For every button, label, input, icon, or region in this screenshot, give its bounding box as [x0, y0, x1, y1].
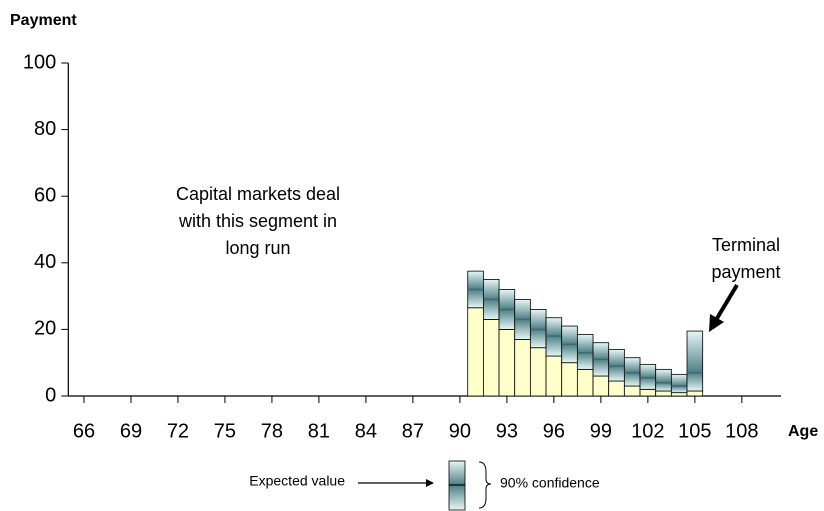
annotation-arrowhead: [709, 314, 724, 332]
legend-confidence-label: 90% confidence: [500, 475, 600, 491]
confidence-lower: [514, 319, 531, 340]
confidence-upper: [529, 309, 547, 330]
x-tick-label: 96: [543, 420, 565, 442]
confidence-lower: [592, 358, 610, 377]
lower-bar: [592, 375, 610, 397]
x-tick-label: 90: [449, 420, 471, 442]
confidence-lower: [545, 335, 563, 357]
x-tick-label: 72: [167, 420, 189, 442]
confidence-upper: [623, 357, 641, 374]
confidence-upper: [514, 299, 531, 320]
x-tick-label: 105: [678, 420, 711, 442]
confidence-lower: [467, 289, 484, 309]
lower-bar: [655, 390, 672, 397]
confidence-upper: [639, 363, 657, 379]
lower-bar: [670, 392, 688, 397]
confidence-lower: [608, 365, 625, 382]
confidence-lower: [482, 299, 500, 320]
confidence-upper: [592, 342, 610, 360]
lower-bar: [498, 328, 516, 397]
x-axis-label: Age: [788, 423, 818, 440]
x-tick-label: 84: [355, 420, 377, 442]
confidence-upper: [576, 333, 594, 354]
legend-brace: [478, 461, 492, 509]
y-tick-label: 80: [34, 118, 56, 140]
lower-bar: [623, 385, 641, 397]
y-tick-label: 20: [34, 318, 56, 340]
x-tick-label: 78: [261, 420, 283, 442]
confidence-lower: [576, 352, 594, 370]
lower-bar: [561, 362, 578, 397]
confidence-upper: [498, 289, 516, 310]
confidence-lower: [623, 372, 641, 387]
annotation: with this segment in: [178, 211, 337, 231]
lower-bar: [639, 388, 657, 397]
confidence-upper: [561, 325, 578, 345]
legend-arrowhead: [426, 479, 434, 487]
x-tick-label: 75: [214, 420, 236, 442]
annotation: long run: [225, 238, 290, 258]
confidence-upper: [655, 368, 672, 384]
annotation: Capital markets deal: [176, 184, 340, 204]
confidence-lower: [670, 385, 688, 394]
annotation: payment: [711, 262, 780, 282]
lower-bar: [686, 390, 704, 397]
legend: Expected value 90% confidence: [249, 460, 600, 511]
confidence-upper: [670, 373, 688, 387]
confidence-lower: [639, 377, 657, 390]
lower-bar: [608, 380, 625, 397]
x-tick-label: 93: [496, 420, 518, 442]
confidence-lower: [655, 382, 672, 392]
confidence-upper: [482, 279, 500, 300]
legend-band-upper: [448, 460, 466, 486]
confidence-upper: [545, 317, 563, 337]
x-tick-label: 87: [402, 420, 424, 442]
x-tick-label: 99: [590, 420, 612, 442]
y-tick-label: 0: [45, 384, 56, 406]
y-tick-label: 40: [34, 251, 56, 273]
legend-band-lower: [448, 484, 466, 511]
lower-bar: [514, 338, 531, 397]
confidence-lower: [498, 309, 516, 330]
confidence-lower: [686, 372, 704, 392]
confidence-lower: [529, 328, 547, 349]
x-tick-label: 108: [725, 420, 758, 442]
lower-bar: [482, 319, 500, 397]
confidence-lower: [561, 343, 578, 364]
lower-bar: [467, 307, 484, 397]
y-tick-label: 100: [23, 51, 56, 73]
legend-expected-label: Expected value: [249, 473, 345, 489]
annotation: Terminal: [712, 235, 780, 255]
x-tick-label: 66: [73, 420, 95, 442]
x-tick-label: 81: [308, 420, 330, 442]
lower-bar: [545, 355, 563, 397]
x-tick-label: 69: [120, 420, 142, 442]
lower-bar: [576, 368, 594, 397]
y-tick-label: 60: [34, 184, 56, 206]
annotation-arrow: [714, 283, 739, 322]
lower-bar: [529, 347, 547, 397]
confidence-upper: [467, 270, 484, 290]
confidence-upper: [686, 330, 704, 374]
confidence-upper: [608, 348, 625, 367]
x-tick-label: 102: [631, 420, 664, 442]
y-axis-label: Payment: [10, 12, 77, 29]
